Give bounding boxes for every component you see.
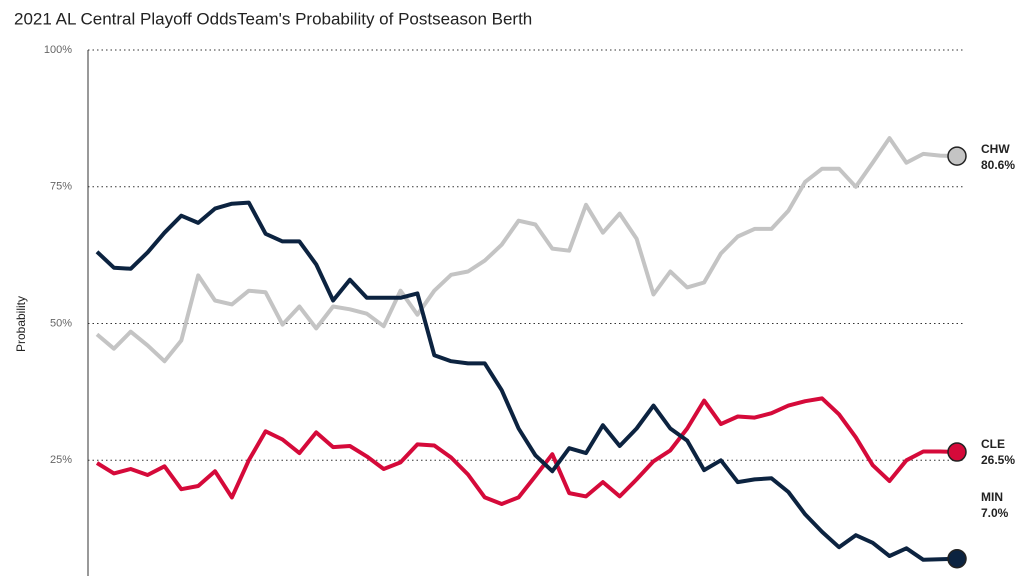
chart-title: 2021 AL Central Playoff OddsTeam's Proba…	[14, 9, 532, 28]
legend-label: MIN	[981, 490, 1003, 504]
end-marker	[947, 442, 967, 462]
y-axis-label: Probability	[14, 296, 28, 352]
y-tick-label: 25%	[50, 454, 72, 466]
y-tick-label: 50%	[50, 317, 72, 329]
series-line	[95, 200, 958, 562]
end-value-label: 7.0%	[981, 506, 1009, 520]
end-marker	[947, 146, 967, 166]
series-line	[95, 396, 958, 506]
legend-label: CLE	[981, 437, 1005, 451]
end-value-label: 26.5%	[981, 453, 1015, 467]
y-tick-label: 100%	[44, 44, 72, 56]
end-value-label: 80.6%	[981, 158, 1015, 172]
legend-label: CHW	[981, 142, 1010, 156]
y-tick-label: 75%	[50, 181, 72, 193]
series-line	[95, 136, 958, 364]
end-marker	[947, 548, 967, 569]
